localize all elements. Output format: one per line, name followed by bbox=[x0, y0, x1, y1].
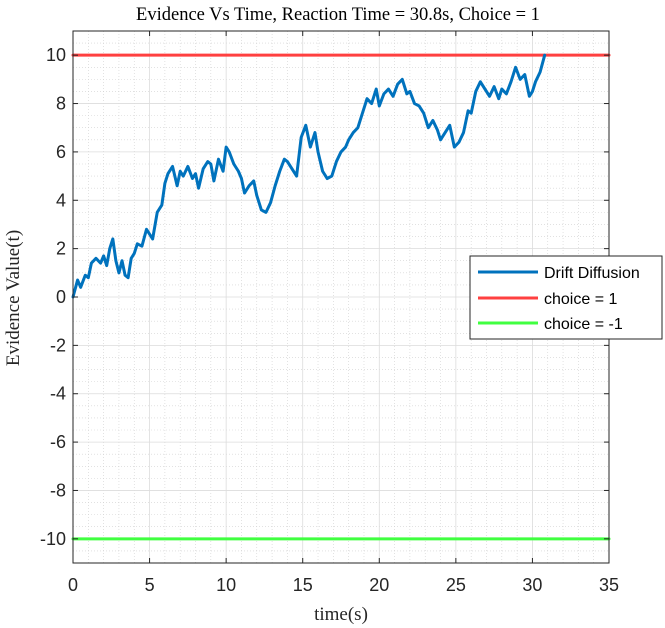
y-tick-label: 0 bbox=[56, 287, 66, 307]
y-tick-label: 4 bbox=[56, 190, 66, 210]
y-tick-label: 6 bbox=[56, 142, 66, 162]
chart-title: Evidence Vs Time, Reaction Time = 30.8s,… bbox=[136, 5, 540, 25]
y-tick-label: -8 bbox=[50, 480, 66, 500]
legend: Drift Diffusion choice = 1 choice = -1 bbox=[469, 255, 663, 340]
x-tick-label: 30 bbox=[522, 575, 542, 595]
y-axis-label: Evidence Value(t) bbox=[3, 230, 24, 366]
y-tick-label: -2 bbox=[50, 335, 66, 355]
y-tick-label: -4 bbox=[50, 384, 66, 404]
minor-grid bbox=[73, 30, 609, 564]
legend-label-choice-neg1: choice = -1 bbox=[544, 316, 623, 333]
x-tick-label: 35 bbox=[599, 575, 619, 595]
legend-label-choice-1: choice = 1 bbox=[544, 291, 617, 308]
x-tick-label: 25 bbox=[446, 575, 466, 595]
legend-label-drift-diffusion: Drift Diffusion bbox=[544, 265, 640, 282]
x-axis-label: time(s) bbox=[314, 604, 368, 625]
y-tick-label: -10 bbox=[40, 529, 66, 549]
x-tick-label: 0 bbox=[68, 575, 78, 595]
tick-labels: 0 5 10 15 20 25 30 35 -10 -8 -6 -4 -2 0 2 4 6 8 10 bbox=[40, 45, 619, 595]
x-tick-label: 15 bbox=[293, 575, 313, 595]
y-tick-label: 8 bbox=[56, 94, 66, 114]
y-tick-label: 2 bbox=[56, 239, 66, 259]
x-tick-label: 20 bbox=[369, 575, 389, 595]
x-tick-label: 10 bbox=[216, 575, 236, 595]
x-tick-label: 5 bbox=[145, 575, 155, 595]
series-drift-diffusion bbox=[71, 53, 547, 299]
y-tick-label: -6 bbox=[50, 432, 66, 452]
series-layer bbox=[71, 53, 611, 541]
y-tick-label: 10 bbox=[46, 45, 66, 65]
